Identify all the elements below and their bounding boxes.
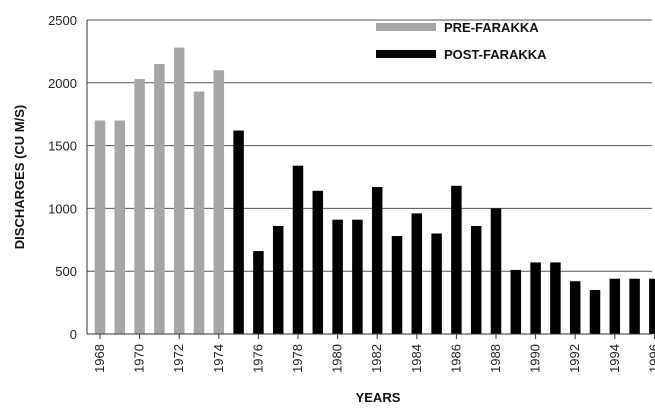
bars (94, 47, 655, 335)
bar-post-1988 (490, 208, 502, 334)
bar-post-1986 (451, 185, 462, 334)
y-tick-label-1500: 1500 (48, 139, 77, 154)
x-tick-label-1996: 1996 (646, 344, 655, 373)
bar-post-1993 (589, 290, 601, 334)
bar-post-1994 (609, 278, 621, 334)
x-tick-label-1978: 1978 (290, 344, 305, 373)
bar-post-1984 (411, 213, 423, 334)
y-axis-label: DISCHARGES (CU M/S) (12, 105, 27, 249)
legend: PRE-FARAKKA POST-FARAKKA (376, 20, 547, 62)
bar-post-1975 (233, 130, 244, 334)
x-tick-label-1982: 1982 (369, 344, 384, 373)
bar-pre-1972 (173, 47, 185, 335)
y-tick-label-500: 500 (55, 264, 77, 279)
bar-pre-1971 (154, 63, 165, 335)
bar-post-1995 (629, 278, 640, 334)
bar-post-1976 (253, 251, 264, 334)
bar-post-1978 (292, 165, 304, 334)
legend-label-post-farakka: POST-FARAKKA (444, 47, 547, 62)
gridlines (87, 19, 652, 335)
x-tick-label-1994: 1994 (607, 344, 622, 373)
y-tick-labels: 0 500 1000 1500 2000 2500 (48, 13, 77, 342)
x-tick-labels: 1968 1970 1972 1974 1976 1978 1980 1982 1984 1986… (92, 334, 655, 373)
y-tick-label-2500: 2500 (48, 13, 77, 28)
bar-pre-1970 (134, 79, 145, 334)
x-axis-label: YEARS (356, 390, 401, 405)
axes (86, 20, 652, 335)
x-tick-label-1974: 1974 (211, 344, 226, 373)
bar-post-1981 (352, 219, 363, 334)
bar-post-1989 (510, 269, 522, 334)
x-tick-label-1976: 1976 (250, 344, 265, 373)
x-tick-label-1972: 1972 (171, 344, 186, 373)
bar-post-1990 (530, 262, 541, 334)
x-tick-label-1992: 1992 (567, 344, 582, 373)
bar-pre-1973 (193, 91, 205, 334)
x-tick-label-1988: 1988 (488, 344, 503, 373)
x-tick-label-1990: 1990 (528, 344, 543, 373)
x-tick-label-1968: 1968 (92, 344, 107, 373)
y-tick-label-0: 0 (70, 327, 77, 342)
bar-post-1983 (391, 236, 403, 334)
legend-swatch-post-farakka (376, 50, 436, 58)
x-tick-label-1984: 1984 (409, 344, 424, 373)
x-tick-label-1980: 1980 (330, 344, 345, 373)
x-tick-label-1970: 1970 (132, 344, 147, 373)
bar-post-1987 (470, 225, 482, 334)
bar-post-1980 (332, 219, 343, 334)
bar-post-1992 (569, 281, 581, 334)
bar-post-1979 (312, 190, 324, 334)
bar-post-1985 (431, 233, 442, 334)
legend-swatch-pre-farakka (376, 23, 436, 31)
bar-pre-1968 (94, 120, 106, 334)
legend-label-pre-farakka: PRE-FARAKKA (444, 20, 539, 35)
bar-post-1996 (649, 278, 655, 334)
bar-pre-1969 (114, 120, 126, 334)
x-tick-label-1986: 1986 (448, 344, 463, 373)
y-tick-label-1000: 1000 (48, 201, 77, 216)
bar-post-1982 (371, 187, 383, 334)
y-tick-label-2000: 2000 (48, 76, 77, 91)
bar-post-1977 (272, 225, 284, 334)
bar-post-1991 (550, 262, 561, 334)
bar-pre-1974 (213, 70, 225, 335)
